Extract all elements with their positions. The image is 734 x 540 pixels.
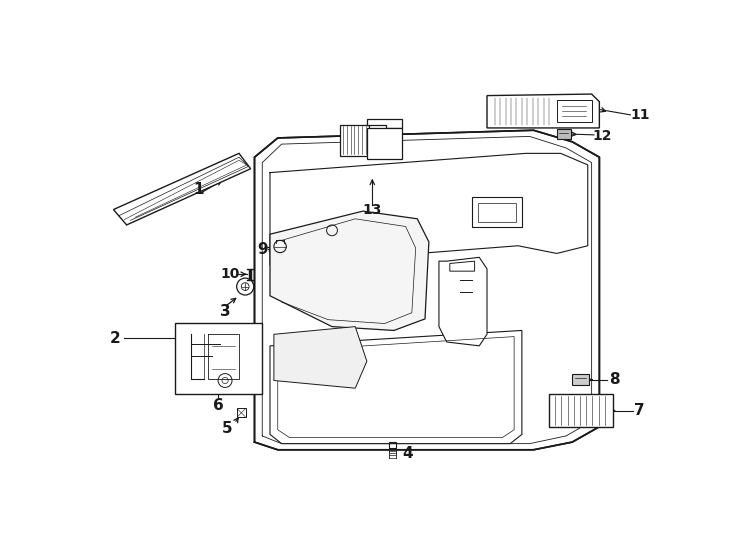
Polygon shape (114, 153, 250, 225)
Polygon shape (367, 119, 401, 128)
Polygon shape (340, 125, 369, 156)
Text: 2: 2 (109, 330, 120, 346)
Text: 11: 11 (631, 108, 650, 122)
Polygon shape (270, 330, 522, 444)
Polygon shape (270, 211, 429, 330)
Bar (471, 197, 522, 226)
Bar (573, 374, 589, 385)
Text: 9: 9 (257, 242, 268, 257)
Polygon shape (487, 94, 600, 128)
Text: 3: 3 (219, 303, 230, 319)
Polygon shape (450, 261, 475, 271)
Bar (236, 408, 246, 417)
Text: 6: 6 (213, 397, 223, 413)
Text: 12: 12 (592, 129, 611, 143)
Polygon shape (274, 327, 367, 388)
Text: 13: 13 (363, 202, 382, 217)
Polygon shape (367, 128, 401, 159)
Bar (557, 130, 571, 139)
Bar (478, 202, 517, 222)
Text: 8: 8 (609, 372, 620, 387)
Polygon shape (255, 130, 600, 450)
Text: 7: 7 (633, 403, 644, 418)
Text: 10: 10 (220, 267, 239, 281)
Text: 1: 1 (194, 182, 204, 197)
Bar (549, 394, 613, 427)
Bar (557, 100, 592, 122)
Bar (175, 323, 262, 394)
Polygon shape (439, 257, 487, 346)
Text: 4: 4 (403, 446, 413, 461)
Text: 5: 5 (222, 421, 233, 436)
